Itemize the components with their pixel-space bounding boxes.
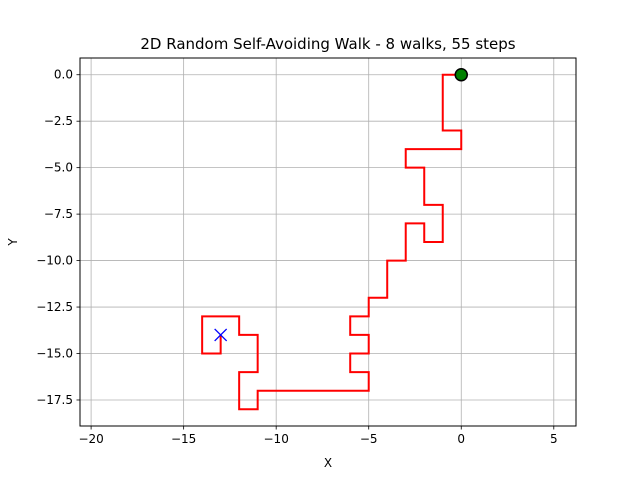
x-tick-label: 0 [457, 432, 465, 446]
x-tick-label: −15 [171, 432, 196, 446]
end-marker [214, 328, 228, 342]
x-axis-label: X [324, 456, 332, 470]
y-tick-label: −7.5 [44, 207, 73, 221]
start-marker [454, 67, 469, 82]
y-axis-label: Y [6, 238, 20, 247]
walk-path [201, 73, 463, 411]
plot-frame [79, 57, 577, 427]
y-tick-label: −12.5 [36, 300, 73, 314]
grid [80, 58, 576, 426]
x-tick-label: 5 [550, 432, 558, 446]
y-tick-label: −10.0 [36, 254, 73, 268]
y-tick-label: −5.0 [44, 161, 73, 175]
y-tick-label: 0.0 [54, 68, 73, 82]
data-layer [201, 67, 469, 411]
ticks: −20 −15 −10 −5 0 5 0.0 −2.5 −5.0 −7.5 −10.0 −12.5 −1… [36, 68, 557, 446]
x-tick-label: −5 [360, 432, 378, 446]
end-marker-stroke [214, 328, 228, 342]
y-tick-label: −2.5 [44, 114, 73, 128]
x-tick-label: −20 [78, 432, 103, 446]
y-tick-label: −15.0 [36, 347, 73, 361]
y-tick-label: −17.5 [36, 393, 73, 407]
chart-title: 2D Random Self-Avoiding Walk - 8 walks, … [140, 35, 515, 53]
x-tick-label: −10 [264, 432, 289, 446]
